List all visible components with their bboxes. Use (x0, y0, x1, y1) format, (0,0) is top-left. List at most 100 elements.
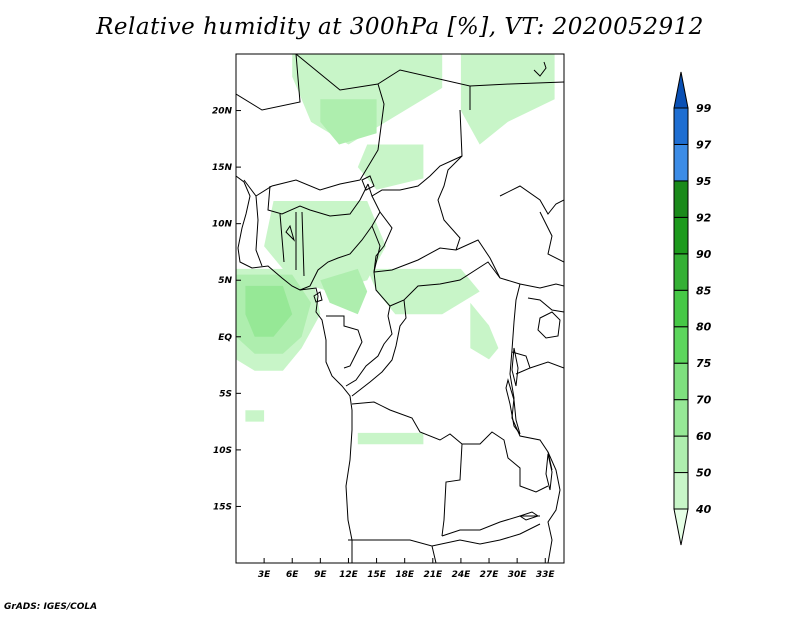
lake-kariba (518, 511, 540, 521)
colorbar-segment (673, 472, 689, 510)
colorbar-level-label: 70 (696, 394, 712, 407)
border-uganda-kenya (527, 297, 564, 313)
border-namibia (348, 539, 437, 563)
colorbar-segment (673, 326, 689, 364)
colorbar-segment (673, 107, 689, 145)
colorbar-level-label: 75 (696, 357, 712, 370)
colorbar-segment (673, 253, 689, 291)
colorbar-level-label: 85 (696, 284, 712, 297)
colorbar-segment (673, 362, 689, 401)
humidity-region (245, 410, 265, 422)
lon-tick-label: 27E (480, 570, 500, 580)
border-burkina (267, 183, 369, 217)
lake-volta (285, 224, 296, 242)
lat-tick-label: 10N (212, 220, 233, 230)
border-chad-sudan (437, 155, 463, 251)
border-drc-east (509, 283, 553, 471)
border-drc-west (351, 299, 407, 397)
border-malawi-moz (547, 451, 561, 563)
colorbar-segment (673, 289, 689, 328)
border-mauritania-mali (236, 54, 301, 111)
colorbar-top-triangle (673, 71, 689, 109)
colorbar-segment (673, 399, 689, 437)
lat-tick-label: 5N (218, 276, 232, 286)
border-gabon (326, 315, 363, 369)
border-zambia-drc (462, 431, 549, 493)
red-sea-coast (533, 61, 547, 77)
border-niger-chad (367, 109, 463, 197)
colorbar: 40 50 60 70 75 80 85 90 92 95 97 99 (673, 71, 712, 546)
latitude-axis: 20N 15N 10N 5N EQ 5S 10S 15S (212, 107, 241, 512)
lake-tanganyika (505, 378, 521, 435)
lon-tick-label: 12E (339, 570, 359, 580)
map-frame (235, 53, 565, 564)
humidity-shading-layer (236, 54, 555, 445)
bioko-island (313, 291, 323, 303)
lon-tick-label: 15E (367, 570, 387, 580)
border-mali-niger (359, 83, 385, 181)
lat-tick-label: 5S (219, 389, 232, 399)
lon-tick-label: 18E (395, 570, 415, 580)
lat-tick-label: 15S (213, 502, 232, 512)
border-angola-zambia (441, 443, 463, 537)
lat-tick-label: 15N (212, 163, 233, 173)
border-nigeria (299, 195, 381, 291)
colorbar-segment (673, 143, 689, 182)
colorbar-segment (673, 180, 689, 218)
border-car-drc (389, 261, 564, 307)
border-ghana-togo (279, 211, 305, 277)
border-caprivi (431, 539, 501, 547)
border-algeria-mali (295, 54, 379, 91)
border-zimbabwe (499, 523, 541, 541)
colorbar-level-label: 40 (695, 503, 712, 516)
humidity-region (367, 268, 480, 315)
colorbar-level-label: 99 (696, 102, 712, 115)
grads-credit: GrADS: IGES/COLA (4, 602, 98, 612)
border-tanzania (529, 361, 564, 369)
border-ivory (255, 195, 263, 267)
border-sudan-east (499, 185, 564, 215)
border-sudan-south (455, 211, 564, 279)
lon-tick-label: 30E (508, 570, 528, 580)
humidity-region (460, 54, 555, 145)
lon-tick-label: 9E (314, 570, 327, 580)
border-rwanda (511, 351, 531, 375)
border-algeria-niger (377, 69, 471, 110)
lat-tick-label: 20N (212, 107, 233, 117)
humidity-region (320, 268, 368, 315)
border-congo (345, 315, 393, 387)
colorbar-bottom-triangle (673, 508, 689, 546)
lat-tick-label: EQ (218, 333, 232, 343)
humidity-region (357, 432, 424, 445)
border-zambia-south (441, 515, 540, 537)
longitude-axis: 3E 6E 9E 12E 15E 18E 21E 24E 27E 30E 33E (258, 558, 556, 580)
border-angola-north (351, 401, 463, 445)
humidity-region (264, 201, 386, 292)
colorbar-level-label: 92 (696, 211, 712, 224)
lon-tick-label: 3E (258, 570, 271, 580)
map-title: Relative humidity at 300hPa [%], VT: 202… (96, 14, 704, 40)
lake-chad (361, 175, 375, 191)
colorbar-level-label: 80 (696, 321, 712, 334)
colorbar-level-label: 97 (696, 138, 712, 151)
humidity-region (320, 99, 377, 145)
country-borders (236, 54, 564, 563)
lake-albert (511, 347, 519, 387)
lake-victoria (537, 311, 561, 339)
humidity-region (470, 302, 499, 360)
colorbar-level-label: 50 (696, 467, 712, 480)
colorbar-level-label: 90 (696, 248, 712, 261)
lat-tick-label: 10S (213, 446, 232, 456)
lon-tick-label: 24E (452, 570, 472, 580)
lon-tick-label: 21E (423, 570, 443, 580)
border-cameroon (371, 225, 391, 317)
lon-tick-label: 33E (536, 570, 556, 580)
colorbar-level-label: 95 (696, 175, 712, 188)
lake-malawi (545, 453, 553, 491)
colorbar-segment (673, 435, 689, 474)
colorbar-segment (673, 216, 689, 255)
colorbar-level-label: 60 (696, 430, 712, 443)
coastline-west (236, 175, 353, 563)
border-libya-chad (469, 81, 564, 87)
